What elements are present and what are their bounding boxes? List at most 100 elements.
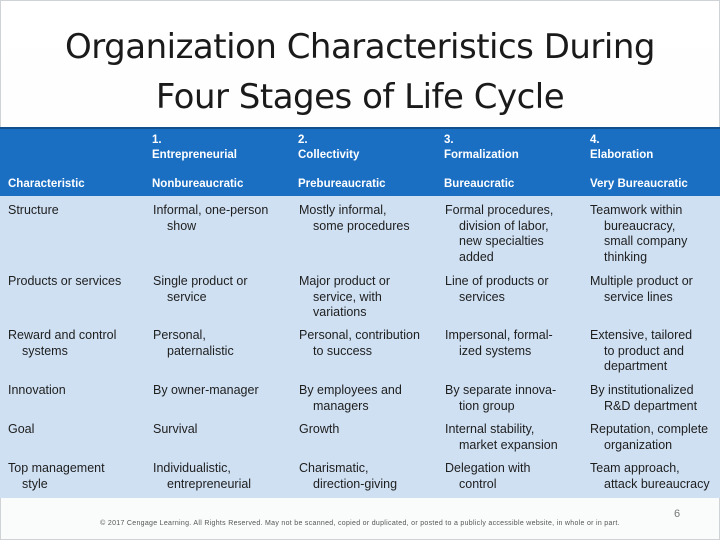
stage-1-cell: Informal, one-person show: [153, 203, 268, 234]
stage-1-cell: Survival: [153, 422, 197, 438]
stage-number: 4.: [590, 134, 600, 146]
cell-line: entrepreneurial: [167, 476, 252, 491]
cell-line: new specialties: [459, 234, 544, 248]
stage-4-cell: Team approach, attack bureaucracy: [590, 461, 710, 492]
life-cycle-table: 1. Entrepreneurial 2. Collectivity 3. Fo…: [0, 127, 720, 498]
cell-line: Survival: [153, 422, 198, 436]
cell-line: Structure: [8, 203, 59, 217]
stage-type-1: Nonbureaucratic: [152, 178, 244, 190]
cell-line: Goal: [8, 422, 35, 436]
cell-line: service lines: [604, 289, 673, 304]
stage-3-cell: Line of products or services: [445, 274, 549, 305]
cell-line: organization: [604, 437, 673, 452]
stage-1-cell: Single product or service: [153, 274, 248, 305]
stage-2-cell: By employees and managers: [299, 383, 402, 414]
cell-line: Single product or: [153, 274, 248, 288]
cell-line: Multiple product or: [590, 274, 693, 288]
stage-header-2: 2. Collectivity: [298, 133, 359, 163]
stage-3-cell: By separate innova-tion group: [445, 383, 556, 414]
cell-line: market expansion: [459, 437, 558, 452]
characteristic-cell: Products or services: [8, 274, 121, 290]
cell-line: some procedures: [313, 218, 410, 233]
cell-line: service, with: [313, 289, 382, 304]
stage-4-cell: Multiple product or service lines: [590, 274, 693, 305]
cell-line: small company: [604, 234, 688, 248]
cell-line: ized systems: [459, 343, 532, 358]
stage-4-cell: Reputation, complete organization: [590, 422, 708, 453]
cell-line: By employees and: [299, 383, 402, 397]
stage-number: 2.: [298, 134, 308, 146]
stage-number: 3.: [444, 134, 454, 146]
cell-line: systems: [22, 343, 68, 358]
title-line-1: Organization Characteristics During: [65, 27, 655, 67]
cell-line: Personal,: [153, 328, 206, 342]
stage-name: Elaboration: [590, 149, 654, 161]
cell-line: Formal procedures,: [445, 203, 554, 217]
page-number: 6: [674, 508, 681, 520]
cell-line: thinking: [604, 249, 648, 264]
cell-line: Team approach,: [590, 461, 680, 475]
characteristic-header: Characteristic: [8, 178, 85, 190]
stage-4-cell: Teamwork within bureaucracy, small company…: [590, 203, 687, 265]
cell-line: Top management: [8, 461, 105, 475]
stage-1-cell: Personal, paternalistic: [153, 328, 234, 359]
cell-line: Mostly informal,: [299, 203, 387, 217]
cell-line: Personal, contribution: [299, 328, 420, 342]
cell-line: Charismatic,: [299, 461, 369, 475]
cell-line: Individualistic,: [153, 461, 231, 475]
table-header: 1. Entrepreneurial 2. Collectivity 3. Fo…: [0, 127, 720, 196]
cell-line: direction-giving: [313, 476, 398, 491]
cell-line: style: [22, 476, 48, 491]
stage-header-1: 1. Entrepreneurial: [152, 133, 237, 163]
cell-line: Internal stability,: [445, 422, 535, 436]
characteristic-cell: Innovation: [8, 383, 66, 399]
cell-line: Growth: [299, 422, 340, 436]
stage-name: Entrepreneurial: [152, 149, 237, 161]
stage-2-cell: Mostly informal, some procedures: [299, 203, 410, 234]
cell-line: Reward and control: [8, 328, 117, 342]
cell-line: By separate innova-: [445, 383, 557, 397]
characteristic-cell: Top management style: [8, 461, 105, 492]
cell-line: paternalistic: [167, 343, 234, 358]
stage-type-3: Bureaucratic: [444, 178, 515, 190]
characteristic-cell: Structure: [8, 203, 59, 219]
stage-4-cell: Extensive, tailored to product and departm…: [590, 328, 692, 375]
cell-line: By institutionalized: [590, 383, 694, 397]
cell-line: By owner-manager: [153, 383, 259, 397]
cell-line: Reputation, complete: [590, 422, 709, 436]
cell-line: department: [604, 359, 668, 373]
stage-type-2: Prebureaucratic: [298, 178, 386, 190]
stage-header-4: 4. Elaboration: [590, 133, 653, 163]
stage-3-cell: Formal procedures, division of labor, new …: [445, 203, 553, 265]
cell-line: Teamwork within: [590, 203, 683, 217]
stage-number: 1.: [152, 134, 162, 146]
cell-line: division of labor,: [459, 218, 549, 233]
stage-3-cell: Delegation with control: [445, 461, 530, 492]
copyright-notice: © 2017 Cengage Learning. All Rights Rese…: [100, 520, 620, 527]
cell-line: Major product or: [299, 274, 391, 288]
cell-line: R&D department: [604, 398, 698, 413]
cell-line: to product and: [604, 343, 684, 358]
cell-line: service: [167, 289, 207, 304]
stage-2-cell: Personal, contribution to success: [299, 328, 420, 359]
cell-line: tion group: [459, 398, 515, 413]
stage-4-cell: By institutionalized R&D department: [590, 383, 697, 414]
stage-name: Collectivity: [298, 149, 360, 161]
cell-line: attack bureaucracy: [604, 476, 710, 491]
cell-line: control: [459, 476, 497, 491]
slide-title: Organization Characteristics During Four…: [0, 22, 720, 122]
cell-line: Extensive, tailored: [590, 328, 693, 342]
stage-2-cell: Growth: [299, 422, 339, 438]
stage-name: Formalization: [444, 149, 519, 161]
cell-line: bureaucracy,: [604, 218, 676, 233]
cell-line: Products or services: [8, 274, 122, 288]
cell-line: Line of products or: [445, 274, 549, 288]
cell-line: to success: [313, 343, 373, 358]
title-line-2: Four Stages of Life Cycle: [155, 77, 565, 117]
cell-line: Innovation: [8, 383, 66, 397]
cell-line: variations: [313, 305, 367, 319]
stage-2-cell: Charismatic, direction-giving: [299, 461, 397, 492]
stage-3-cell: Internal stability, market expansion: [445, 422, 558, 453]
cell-line: Informal, one-person: [153, 203, 269, 217]
stage-2-cell: Major product or service, with variations: [299, 274, 390, 321]
